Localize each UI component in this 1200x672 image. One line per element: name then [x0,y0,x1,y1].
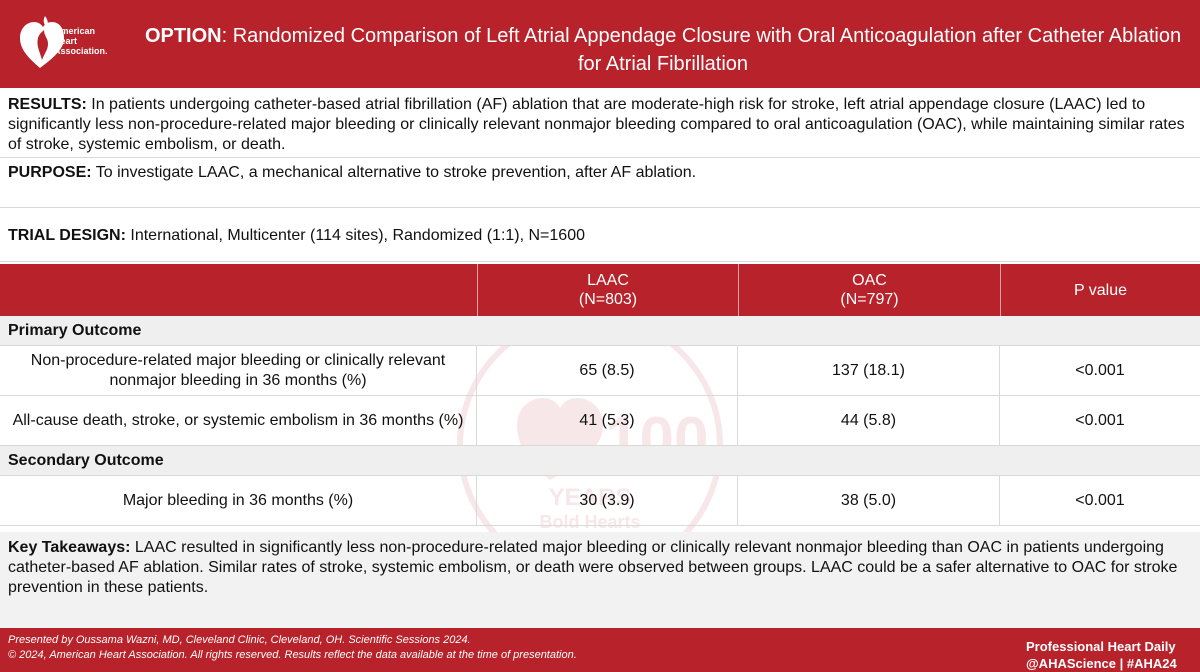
results-text: In patients undergoing catheter-based at… [8,96,1185,153]
slide-title: OPTION: Randomized Comparison of Left At… [132,22,1194,78]
presenter-credit: Presented by Oussama Wazni, MD, Clevelan… [8,634,471,646]
outcome-cell: Major bleeding in 36 months (%) [0,476,477,525]
p-value-cell: <0.001 [1075,361,1125,379]
purpose-section: PURPOSE: To investigate LAAC, a mechanic… [0,160,1200,208]
key-takeaways-text: LAAC resulted in significantly less non-… [8,539,1178,596]
results-label: RESULTS: [8,96,87,113]
oac-value-cell: 44 (5.8) [738,396,1000,445]
purpose-text: To investigate LAAC, a mechanical altern… [95,164,697,181]
footer-brand: Professional Heart Daily @AHAScience | #… [1026,638,1194,672]
header-banner: American Heart Association. OPTION: Rand… [0,0,1200,88]
outcome-cell: Non-procedure-related major bleeding or … [0,346,477,395]
column-header-laac-n: (N=803) [578,291,638,308]
title-text: : Randomized Comparison of Left Atrial A… [221,25,1182,75]
trial-design-section: TRIAL DESIGN: International, Multicenter… [0,224,1200,262]
results-section: RESULTS: In patients undergoing catheter… [0,92,1200,158]
column-header-p-value: P value [1000,264,1200,316]
logo-text-line1: American [54,26,96,36]
column-header-p-value-label: P value [1073,281,1128,299]
watermark-years: YEARS [549,484,632,511]
p-value-cell: <0.001 [1075,411,1125,429]
column-header-oac: OAC (N=797) [738,264,1000,316]
laac-value-cell: 30 (3.9) [477,476,738,525]
trial-design-label: TRIAL DESIGN: [8,227,126,244]
group-label-secondary: Secondary Outcome [8,451,164,469]
key-takeaways-label: Key Takeaways: [8,539,131,556]
oac-value-cell: 38 (5.0) [738,476,1000,525]
table-row: Major bleeding in 36 months (%) 30 (3.9)… [0,476,1200,526]
key-takeaways-section: Key Takeaways: LAAC resulted in signific… [0,532,1200,628]
aha-logo-text: American Heart Association. [54,26,108,56]
group-label-primary: Primary Outcome [8,321,142,339]
column-header-oac-name: OAC [852,272,887,289]
column-header-laac: LAAC (N=803) [477,264,738,316]
table-row: Non-procedure-related major bleeding or … [0,346,1200,396]
p-value-cell: <0.001 [1075,491,1125,509]
group-row-secondary: Secondary Outcome [0,446,1200,476]
laac-value-cell: 41 (5.3) [477,396,738,445]
oac-value-cell: 137 (18.1) [738,346,1000,395]
purpose-label: PURPOSE: [8,164,92,181]
copyright-notice: © 2024, American Heart Association. All … [8,649,577,661]
footer-banner: Presented by Oussama Wazni, MD, Clevelan… [0,628,1200,672]
column-header-laac-name: LAAC [587,272,629,289]
outcome-cell: All-cause death, stroke, or systemic emb… [0,396,477,445]
group-row-primary: Primary Outcome [0,316,1200,346]
brand-handles: @AHAScience | #AHA24 [1026,656,1177,671]
watermark-tagline: Bold Hearts [539,512,640,532]
trial-design-text: International, Multicenter (114 sites), … [130,227,585,244]
aha-heart-torch-logo [20,16,64,68]
trial-name: OPTION [144,25,222,47]
laac-value-cell: 65 (8.5) [477,346,738,395]
brand-line-1: Professional Heart Daily [1026,639,1176,654]
column-header-oac-n: (N=797) [840,291,899,308]
table-row: All-cause death, stroke, or systemic emb… [0,396,1200,446]
table-header: LAAC (N=803) OAC (N=797) P value [0,264,1200,316]
logo-text-line2: Heart [54,36,78,46]
logo-text-line3: Association. [54,46,108,56]
